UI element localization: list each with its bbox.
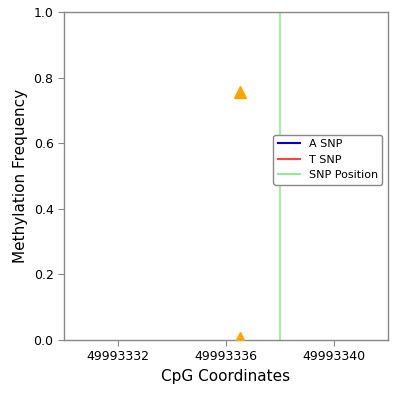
X-axis label: CpG Coordinates: CpG Coordinates: [162, 369, 290, 384]
Y-axis label: Methylation Frequency: Methylation Frequency: [13, 89, 28, 263]
Legend: A SNP, T SNP, SNP Position: A SNP, T SNP, SNP Position: [273, 134, 382, 185]
